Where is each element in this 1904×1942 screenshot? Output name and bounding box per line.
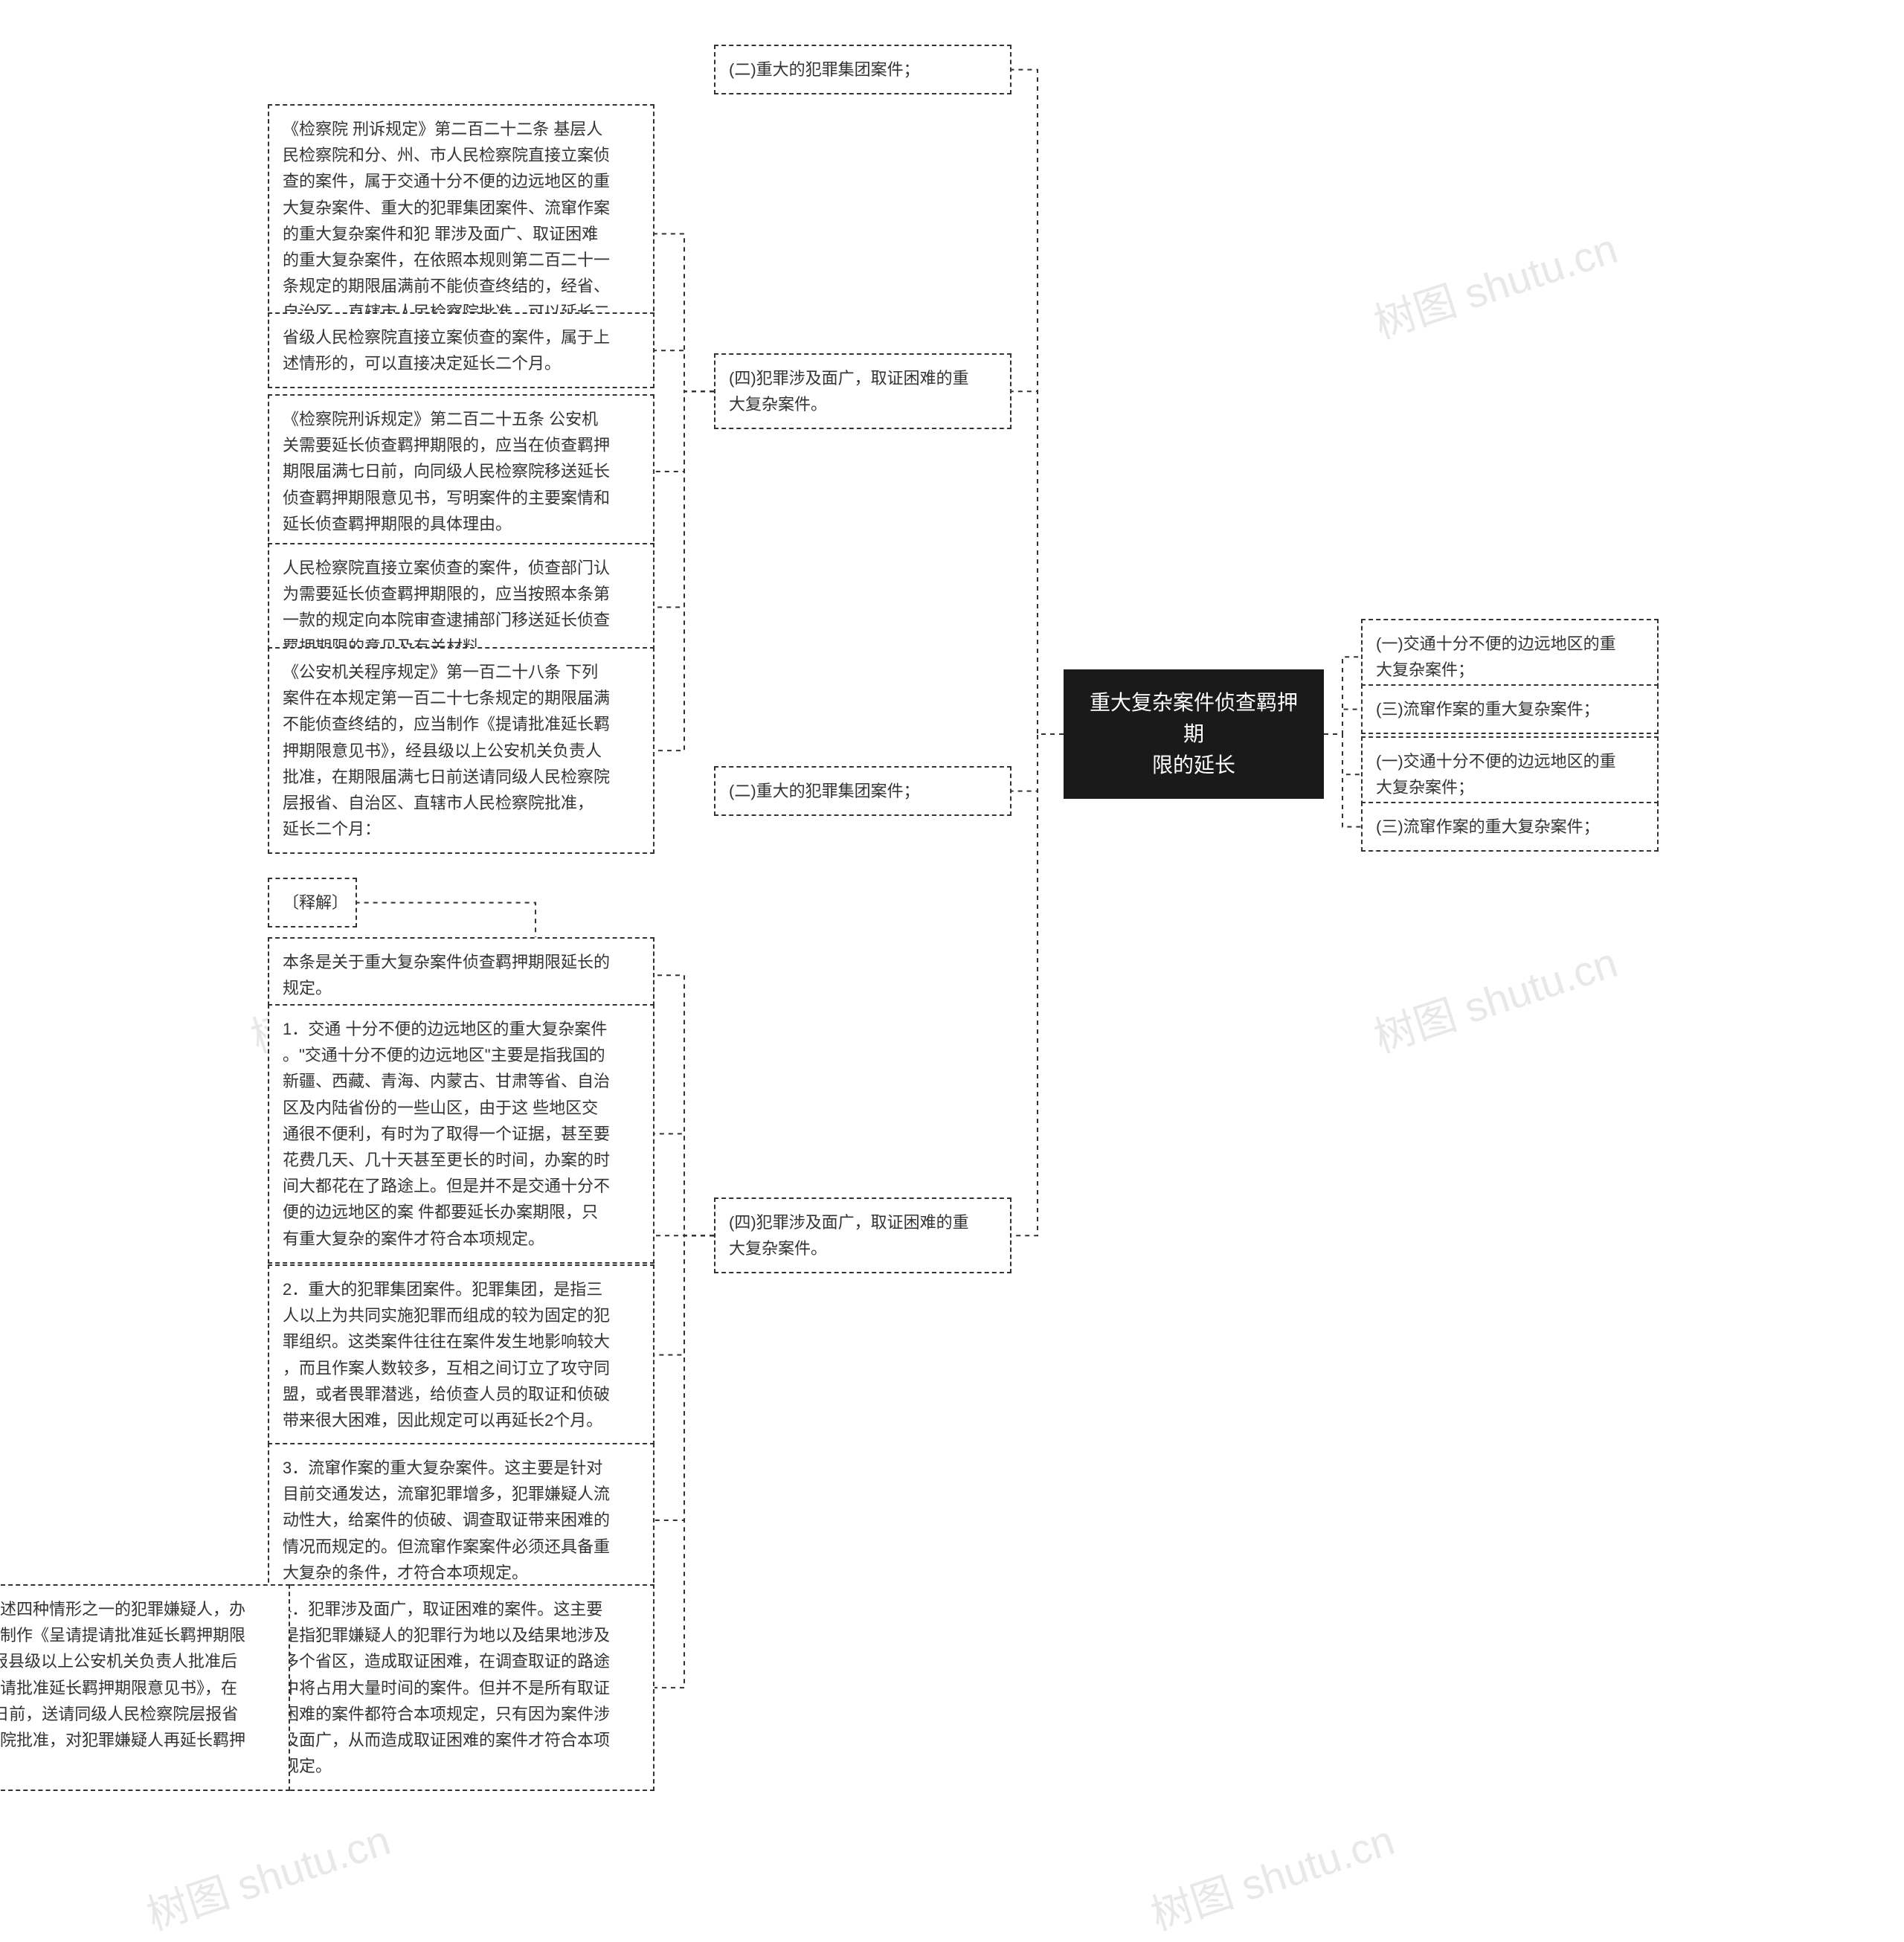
watermark: 树图 shutu.cn [1142,1807,1401,1942]
right-item-3: (三)流窜作案的重大复杂案件； [1361,802,1659,852]
watermark: 树图 shutu.cn [1366,930,1624,1065]
root-label: 重大复杂案件侦查羁押期限的延长 [1090,691,1298,777]
watermark: 树图 shutu.cn [1366,216,1624,351]
right-item-1: (三)流窜作案的重大复杂案件； [1361,684,1659,734]
left-item-2: (二)重大的犯罪集团案件； [714,766,1012,816]
watermark: 树图 shutu.cn [138,1807,397,1942]
left-item-3: (四)犯罪涉及面广，取证困难的重大复杂案件。 [714,1197,1012,1273]
group4b-node-4: 3．流窜作案的重大复杂案件。这主要是针对目前交通发达，流窜犯罪增多，犯罪嫌疑人流… [268,1443,654,1598]
left-item-1: (四)犯罪涉及面广，取证困难的重大复杂案件。 [714,353,1012,429]
group4-node-1: 省级人民检察院直接立案侦查的案件，属于上述情形的，可以直接决定延长二个月。 [268,312,654,388]
group4b-node-5: 4．犯罪涉及面广，取证困难的案件。这主要是指犯罪嫌疑人的犯罪行为地以及结果地涉及… [268,1584,654,1791]
group4b-node-1: 本条是关于重大复杂案件侦查羁押期限延长的规定。 [268,937,654,1013]
group4-node-2: 《检察院刑诉规定》第二百二十五条 公安机关需要延长侦查羁押期限的，应当在侦查羁押… [268,394,654,549]
left-item-0: (二)重大的犯罪集团案件； [714,45,1012,94]
group4b-node-2: 1．交通 十分不便的边远地区的重大复杂案件。"交通十分不便的边远地区"主要是指我… [268,1004,654,1264]
group4-node-4: 《公安机关程序规定》第一百二十八条 下列案件在本规定第一百二十七条规定的期限届满… [268,647,654,854]
leftmost-node: 对于具备上述四种情形之一的犯罪嫌疑人，办案部门应当制作《呈请提请批准延长羁押期限… [0,1584,290,1791]
group4b-node-0: 〔释解〕 [268,878,357,927]
root-node: 重大复杂案件侦查羁押期限的延长 [1064,669,1324,799]
group4b-node-3: 2．重大的犯罪集团案件。犯罪集团，是指三人以上为共同实施犯罪而组成的较为固定的犯… [268,1264,654,1445]
